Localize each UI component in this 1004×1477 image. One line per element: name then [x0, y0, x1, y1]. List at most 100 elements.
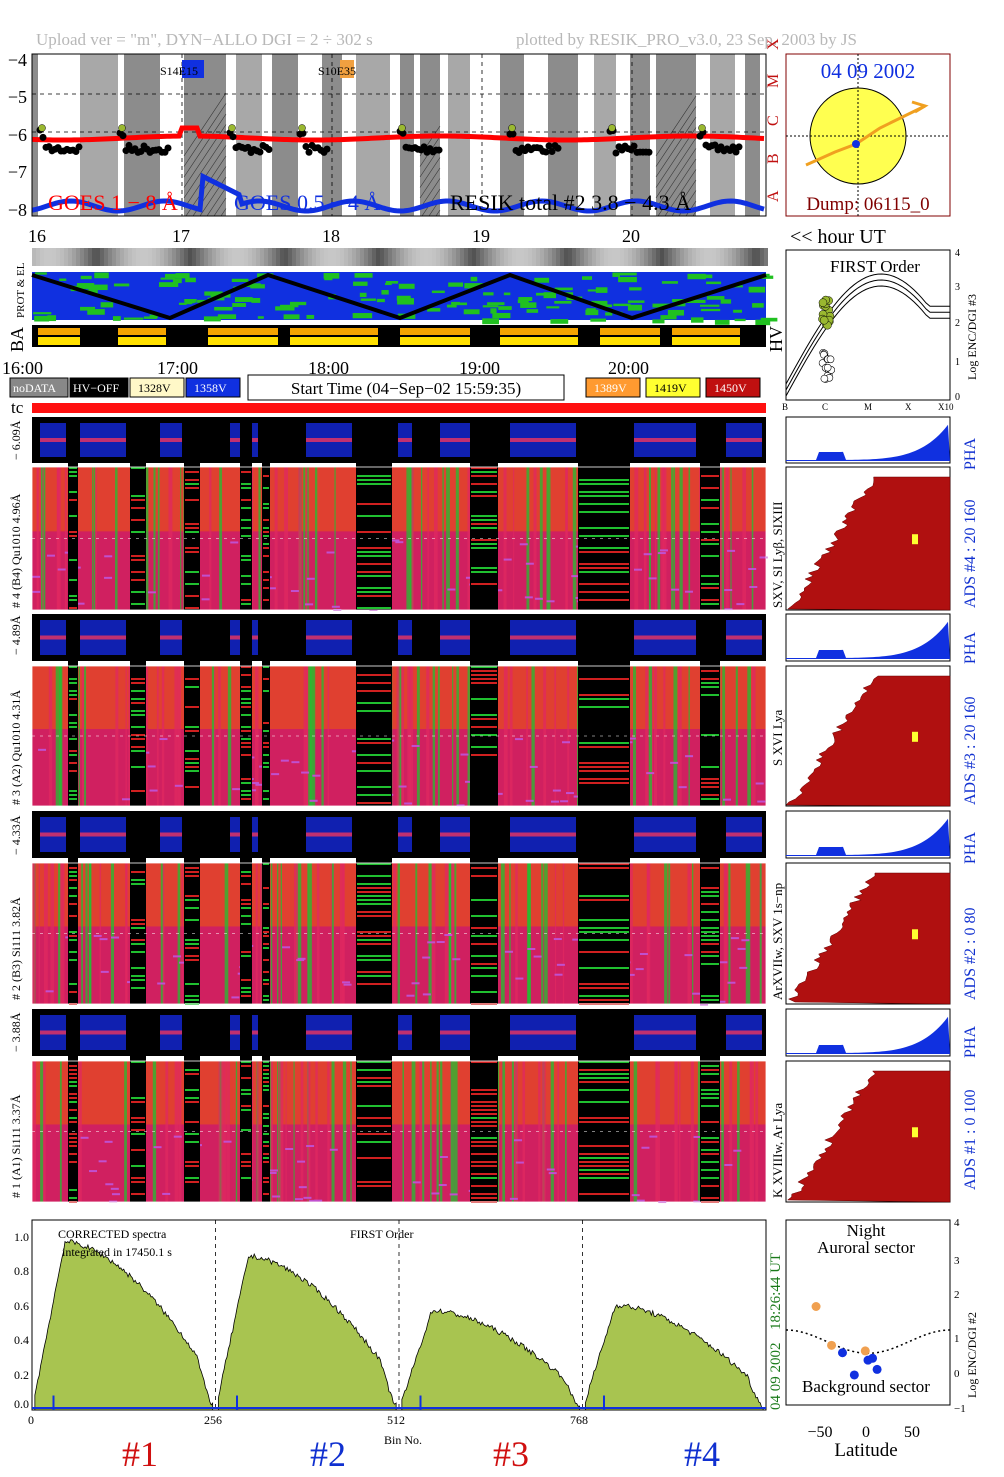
gap-line	[471, 746, 497, 748]
spectrum-xtick-768: 768	[570, 1413, 588, 1427]
heatmap-speck	[427, 941, 436, 944]
prot-green	[470, 276, 478, 282]
gap-line	[263, 519, 269, 521]
heatmap-stripe	[690, 1061, 694, 1202]
el-cell	[204, 248, 208, 266]
prot-green	[184, 298, 197, 303]
el-cell	[92, 248, 96, 266]
heatmap-speck	[724, 589, 733, 592]
el-cell	[392, 248, 396, 266]
prot-green	[464, 283, 483, 289]
el-cell	[408, 248, 412, 266]
heatmap-stripe	[42, 467, 46, 610]
gap-line	[471, 718, 497, 720]
prot-green	[172, 278, 182, 284]
spectrum-title: CORRECTED spectra	[58, 1227, 167, 1241]
gap-line	[701, 1137, 719, 1139]
el-cell	[440, 248, 444, 266]
gap-line	[241, 951, 251, 953]
gap-line	[185, 1089, 199, 1091]
el-cell	[96, 248, 100, 266]
gap-line	[69, 694, 77, 696]
heatmap-speck	[149, 789, 158, 792]
hatch-line	[655, 116, 697, 178]
gap-line	[701, 1081, 719, 1083]
resik-point	[630, 142, 638, 150]
gap-line	[357, 939, 391, 941]
lat-ytick-4: 4	[954, 1217, 960, 1229]
heatmap-speck	[290, 590, 299, 593]
heatmap-speck	[692, 992, 701, 995]
gap-line	[241, 907, 251, 909]
prot-green	[582, 276, 593, 280]
el-cell	[764, 248, 768, 266]
heatmap-speck	[562, 741, 571, 744]
heatmap-stripe	[124, 1061, 127, 1202]
prot-green	[324, 278, 333, 281]
gap-line	[131, 951, 145, 953]
gap-line	[263, 531, 269, 533]
gap-line	[471, 678, 497, 680]
gap-line	[185, 943, 199, 945]
ads-marker	[912, 534, 918, 545]
gap-line	[579, 746, 629, 748]
gap-line	[241, 599, 251, 601]
heatmap-stripe	[316, 863, 320, 1004]
gap-line	[131, 943, 145, 945]
gap-line	[471, 955, 497, 957]
el-cell	[608, 248, 612, 266]
heatmap-stripe	[633, 1061, 638, 1202]
heatmap-stripe	[678, 1061, 681, 1202]
gap-line	[579, 1089, 629, 1091]
el-cell	[372, 248, 376, 266]
gap-line	[471, 1117, 497, 1119]
el-cell	[552, 248, 556, 266]
el-cell	[480, 248, 484, 266]
heatmap-speck	[285, 1148, 294, 1151]
resik-point	[645, 148, 653, 156]
gap-line	[69, 535, 77, 537]
gap-line	[185, 531, 199, 533]
heatmap-speck	[685, 755, 694, 758]
gap-line	[701, 1185, 719, 1187]
prot-green	[80, 275, 92, 280]
heatmap-speck	[534, 597, 543, 600]
el-cell	[320, 248, 324, 266]
gap-line	[131, 710, 145, 712]
heatmap-stripe	[227, 666, 232, 806]
gap-line	[263, 1157, 269, 1159]
gap-line	[357, 563, 391, 565]
gap-line	[471, 519, 497, 521]
heatmap-speck	[515, 1161, 524, 1164]
prot-green	[590, 318, 607, 322]
prot-green	[80, 306, 96, 311]
pha-line	[726, 1030, 762, 1035]
heatmap-gap	[130, 1009, 146, 1202]
gap-line	[357, 770, 391, 772]
gap-line	[579, 1177, 629, 1179]
heatmap-speck	[250, 782, 259, 785]
gap-line	[357, 959, 391, 961]
ba-segment	[38, 328, 80, 335]
gap-line	[241, 903, 251, 905]
gap-line	[263, 1065, 269, 1067]
gap-line	[185, 527, 199, 529]
ads-hist	[787, 476, 951, 611]
heatmap-stripe	[38, 863, 40, 1004]
gap-line	[357, 682, 391, 684]
gap-line	[241, 1153, 251, 1155]
prot-green	[160, 277, 176, 280]
el-cell	[368, 248, 372, 266]
heatmap-stripe	[747, 666, 751, 806]
gap-line	[241, 575, 251, 577]
prot-green	[520, 302, 537, 308]
heatmap-speck	[309, 799, 318, 802]
gap-line	[357, 710, 391, 712]
heatmap-speck	[648, 577, 657, 580]
gap-line	[357, 903, 391, 905]
prot-green	[446, 304, 457, 308]
flare-marker-1	[182, 60, 204, 78]
heatmap-stripe	[428, 863, 432, 1004]
heatmap-gap	[68, 614, 78, 806]
heatmap-stripe	[526, 467, 530, 610]
